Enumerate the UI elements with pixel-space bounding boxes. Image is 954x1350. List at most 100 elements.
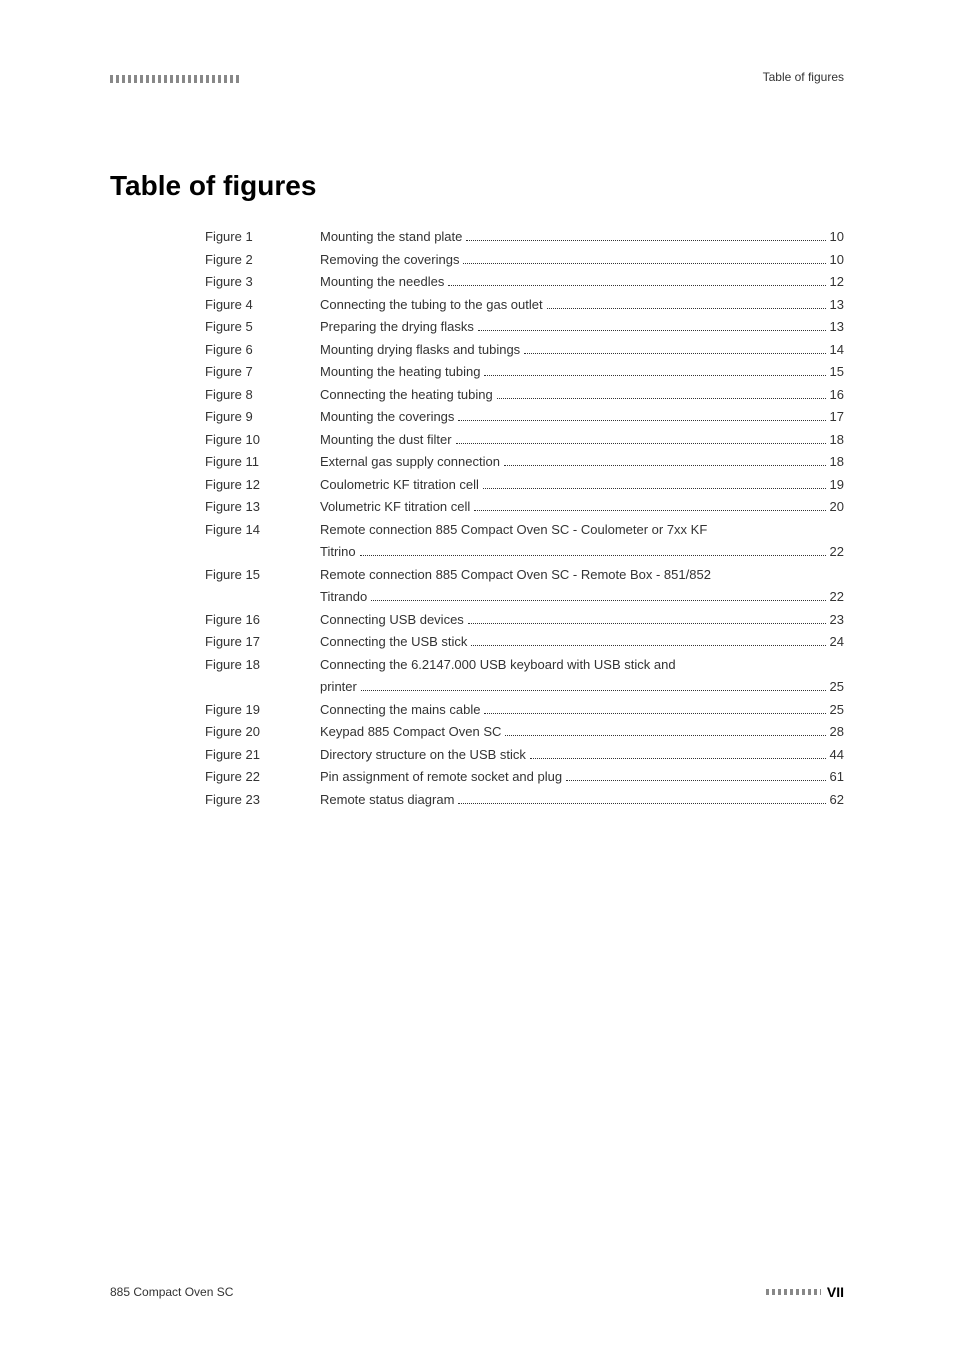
figure-description: Volumetric KF titration cell	[320, 497, 470, 517]
footer-right: VII	[766, 1284, 844, 1300]
figure-description: Connecting the 6.2147.000 USB keyboard w…	[320, 655, 676, 675]
figure-dots	[497, 398, 826, 399]
figure-label: Figure 21	[205, 745, 320, 765]
figure-content: Mounting the heating tubing 15	[320, 362, 844, 382]
figure-content: Connecting USB devices 23	[320, 610, 844, 630]
figure-dots	[478, 330, 826, 331]
header-decoration	[110, 75, 240, 83]
figure-dots	[524, 353, 825, 354]
figure-row: Figure 9Mounting the coverings 17	[205, 407, 844, 427]
figure-content: Mounting the coverings 17	[320, 407, 844, 427]
figure-page-number: 22	[830, 542, 844, 562]
figure-page-number: 12	[830, 272, 844, 292]
figure-page-number: 14	[830, 340, 844, 360]
figure-row: Figure 21Directory structure on the USB …	[205, 745, 844, 765]
figure-row: Figure 8Connecting the heating tubing 16	[205, 385, 844, 405]
figure-label-spacer	[205, 587, 320, 607]
figure-content: printer 25	[320, 677, 844, 697]
figure-content: External gas supply connection 18	[320, 452, 844, 472]
figure-dots	[456, 443, 826, 444]
header-right-text: Table of figures	[763, 70, 844, 84]
figure-row: Figure 22Pin assignment of remote socket…	[205, 767, 844, 787]
footer-decoration	[766, 1289, 821, 1295]
figure-label: Figure 10	[205, 430, 320, 450]
figure-label: Figure 1	[205, 227, 320, 247]
figure-content: Mounting the stand plate 10	[320, 227, 844, 247]
figure-page-number: 61	[830, 767, 844, 787]
figure-description: Removing the coverings	[320, 250, 459, 270]
figure-row: Figure 6Mounting drying flasks and tubin…	[205, 340, 844, 360]
figure-description: Remote connection 885 Compact Oven SC - …	[320, 565, 711, 585]
figure-description: Connecting USB devices	[320, 610, 464, 630]
figure-dots	[505, 735, 825, 736]
figure-dots	[547, 308, 826, 309]
figure-row: Figure 16Connecting USB devices 23	[205, 610, 844, 630]
figure-label: Figure 3	[205, 272, 320, 292]
figure-page-number: 28	[830, 722, 844, 742]
figure-row-continuation: Titrino 22	[205, 542, 844, 562]
figure-content: Titrino 22	[320, 542, 844, 562]
figure-label-spacer	[205, 677, 320, 697]
figure-description: Pin assignment of remote socket and plug	[320, 767, 562, 787]
figure-description: Mounting the dust filter	[320, 430, 452, 450]
figure-page-number: 13	[830, 295, 844, 315]
figure-row: Figure 10Mounting the dust filter 18	[205, 430, 844, 450]
figure-label: Figure 8	[205, 385, 320, 405]
figure-dots	[371, 600, 825, 601]
figure-dots	[483, 488, 826, 489]
page-title: Table of figures	[110, 170, 844, 202]
figure-content: Pin assignment of remote socket and plug…	[320, 767, 844, 787]
figure-content: Mounting drying flasks and tubings 14	[320, 340, 844, 360]
figure-label: Figure 14	[205, 520, 320, 540]
figure-dots	[471, 645, 825, 646]
figure-description: Directory structure on the USB stick	[320, 745, 526, 765]
figure-dots	[468, 623, 826, 624]
figure-content: Remote connection 885 Compact Oven SC - …	[320, 520, 844, 540]
figure-row: Figure 15Remote connection 885 Compact O…	[205, 565, 844, 585]
figure-label: Figure 17	[205, 632, 320, 652]
figure-content: Mounting the needles 12	[320, 272, 844, 292]
figure-content: Coulometric KF titration cell 19	[320, 475, 844, 495]
figure-page-number: 25	[830, 700, 844, 720]
figure-description: Preparing the drying flasks	[320, 317, 474, 337]
figure-page-number: 13	[830, 317, 844, 337]
figure-label: Figure 23	[205, 790, 320, 810]
figure-dots	[361, 690, 826, 691]
figure-page-number: 10	[830, 227, 844, 247]
figure-content: Connecting the heating tubing 16	[320, 385, 844, 405]
figure-description: Connecting the tubing to the gas outlet	[320, 295, 543, 315]
figure-content: Keypad 885 Compact Oven SC 28	[320, 722, 844, 742]
figure-page-number: 19	[830, 475, 844, 495]
figure-dots	[530, 758, 826, 759]
figure-label: Figure 13	[205, 497, 320, 517]
figure-row: Figure 14Remote connection 885 Compact O…	[205, 520, 844, 540]
figure-row: Figure 11External gas supply connection …	[205, 452, 844, 472]
figure-description-continuation: printer	[320, 677, 357, 697]
figure-label: Figure 12	[205, 475, 320, 495]
footer-page-number: VII	[827, 1284, 844, 1300]
figure-content: Connecting the 6.2147.000 USB keyboard w…	[320, 655, 844, 675]
figure-row: Figure 19Connecting the mains cable 25	[205, 700, 844, 720]
figure-description: Connecting the USB stick	[320, 632, 467, 652]
figure-row: Figure 7Mounting the heating tubing 15	[205, 362, 844, 382]
figure-label: Figure 6	[205, 340, 320, 360]
figure-row: Figure 17Connecting the USB stick 24	[205, 632, 844, 652]
figure-description: Remote status diagram	[320, 790, 454, 810]
figure-description: Remote connection 885 Compact Oven SC - …	[320, 520, 707, 540]
figure-row: Figure 5Preparing the drying flasks 13	[205, 317, 844, 337]
figure-label: Figure 18	[205, 655, 320, 675]
figure-label: Figure 15	[205, 565, 320, 585]
figure-description: Coulometric KF titration cell	[320, 475, 479, 495]
figure-description: Connecting the heating tubing	[320, 385, 493, 405]
figure-content: Connecting the USB stick 24	[320, 632, 844, 652]
figure-page-number: 22	[830, 587, 844, 607]
figure-content: Remote connection 885 Compact Oven SC - …	[320, 565, 844, 585]
figure-page-number: 17	[830, 407, 844, 427]
figure-dots	[448, 285, 825, 286]
figure-dots	[566, 780, 825, 781]
figure-description: Mounting the heating tubing	[320, 362, 480, 382]
figure-description: Keypad 885 Compact Oven SC	[320, 722, 501, 742]
figure-dots	[466, 240, 825, 241]
figure-dots	[458, 420, 825, 421]
figure-page-number: 10	[830, 250, 844, 270]
